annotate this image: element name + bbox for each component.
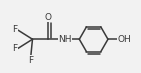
Text: F: F	[28, 56, 33, 65]
Text: F: F	[13, 25, 18, 34]
Text: F: F	[13, 44, 18, 53]
Text: O: O	[45, 13, 52, 22]
Text: OH: OH	[117, 35, 131, 44]
Text: NH: NH	[58, 35, 72, 44]
